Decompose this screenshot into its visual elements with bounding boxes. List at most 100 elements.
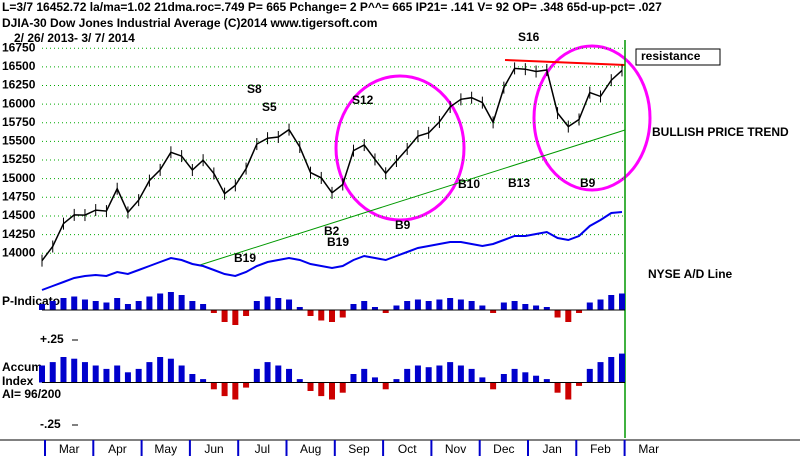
indicator-bar — [286, 368, 293, 383]
indicator-bar — [49, 362, 56, 383]
y-tick-label: 15500 — [2, 134, 36, 148]
indicator-bar — [114, 365, 121, 383]
indicator-bar — [382, 310, 389, 313]
indicator-bar — [500, 374, 507, 383]
indicator-bar — [243, 310, 250, 316]
y-tick-label: 16000 — [2, 96, 36, 110]
indicator-bar — [608, 357, 615, 383]
indicator-bar — [447, 298, 454, 310]
y-tick-label: 14750 — [2, 189, 36, 203]
y-tick-label: 14500 — [2, 208, 36, 222]
indicator-bar — [457, 365, 464, 383]
x-tick-label: Jul — [255, 442, 270, 456]
x-tick-label: Feb — [590, 442, 611, 456]
x-tick-label: Sep — [348, 442, 370, 456]
y-tick-label: 15000 — [2, 171, 36, 185]
indicator-bar — [490, 310, 497, 313]
indicator-bar — [511, 301, 518, 310]
indicator-bar — [103, 302, 110, 310]
indicator-bar — [490, 382, 497, 390]
indicator-bar — [81, 362, 88, 383]
date-range: 2/ 26/ 2013- 3/ 7/ 2014 — [14, 31, 135, 45]
annotation: S12 — [352, 93, 374, 107]
annotation: S8 — [247, 82, 262, 96]
indicator-bar — [200, 379, 207, 383]
indicator-bar — [189, 374, 196, 383]
indicator-bar — [393, 379, 400, 383]
accum-annotation: AI= 96/200 — [2, 387, 61, 401]
indicator-bar — [39, 304, 45, 310]
indicator-bar — [221, 310, 228, 322]
indicator-bar — [361, 301, 368, 310]
indicator-bar — [350, 304, 357, 310]
x-tick-label: Aug — [300, 442, 321, 456]
indicator-bar — [371, 307, 378, 310]
indicator-bar — [103, 368, 110, 383]
indicator-bar — [576, 310, 583, 313]
indicator-bar — [307, 382, 314, 391]
trend-line — [199, 129, 626, 266]
indicator-bar — [436, 299, 443, 310]
y-tick-label: 16750 — [2, 40, 36, 54]
x-tick-label: Nov — [445, 442, 466, 456]
indicator-bar — [543, 379, 550, 383]
indicator-bar — [189, 301, 196, 310]
indicator-bar — [533, 305, 540, 310]
indicator-bar — [221, 382, 228, 397]
annotation: S5 — [262, 100, 277, 114]
indicator-bar — [232, 382, 239, 400]
annotation: S16 — [518, 30, 540, 44]
indicator-bar — [135, 301, 142, 310]
indicator-bar — [124, 372, 131, 383]
indicator-bar — [329, 382, 335, 400]
annotation: B2 — [324, 224, 340, 238]
indicator-bar — [371, 377, 378, 383]
indicator-bar — [157, 357, 164, 383]
indicator-bar — [361, 368, 368, 383]
indicator-bar — [157, 293, 164, 310]
indicator-bar — [232, 310, 239, 325]
indicator-bar — [533, 375, 540, 383]
x-tick-label: Mar — [638, 442, 659, 456]
indicator-bar — [178, 365, 185, 383]
indicator-bar — [275, 365, 282, 383]
y-tick-label: -.25 — [40, 417, 61, 431]
indicator-bar — [253, 301, 260, 310]
header: L=3/7 16452.72 la/ma=1.02 21dma.roc=.749… — [2, 0, 662, 14]
indicator-bar — [178, 295, 185, 310]
indicator-bar — [200, 304, 207, 310]
indicator-bar — [554, 382, 561, 393]
indicator-bar — [404, 301, 411, 310]
indicator-bar — [296, 307, 303, 310]
y-tick-label: 14250 — [2, 227, 36, 241]
x-tick-label: Jan — [542, 442, 561, 456]
indicator-bar — [414, 299, 421, 310]
indicator-bar — [457, 299, 464, 310]
indicator-bar — [146, 362, 153, 383]
p-label: P-Indicator — [2, 294, 65, 308]
indicator-bar — [286, 299, 293, 310]
indicator-bar — [543, 307, 550, 310]
indicator-bar — [210, 310, 217, 313]
annotation: B19 — [327, 235, 349, 249]
indicator-bar — [92, 365, 99, 383]
indicator-bar — [425, 301, 432, 310]
indicator-bar — [243, 382, 250, 388]
indicator-bar — [522, 304, 529, 310]
y-tick-label: 16500 — [2, 59, 36, 73]
indicator-bar — [339, 382, 346, 393]
indicator-bar — [275, 298, 282, 310]
indicator-bar — [565, 310, 572, 322]
annotation: resistance — [641, 49, 701, 63]
indicator-bar — [479, 377, 486, 383]
indicator-bar — [597, 362, 604, 383]
x-tick-label: Oct — [398, 442, 417, 456]
indicator-bar — [124, 304, 131, 310]
x-tick-label: Mar — [59, 442, 80, 456]
annotation: B13 — [508, 176, 530, 190]
indicator-bar — [608, 295, 615, 310]
indicator-bar — [146, 296, 153, 310]
indicator-bar — [318, 310, 325, 321]
resistance-box — [635, 48, 721, 66]
x-tick-label: May — [154, 442, 177, 456]
